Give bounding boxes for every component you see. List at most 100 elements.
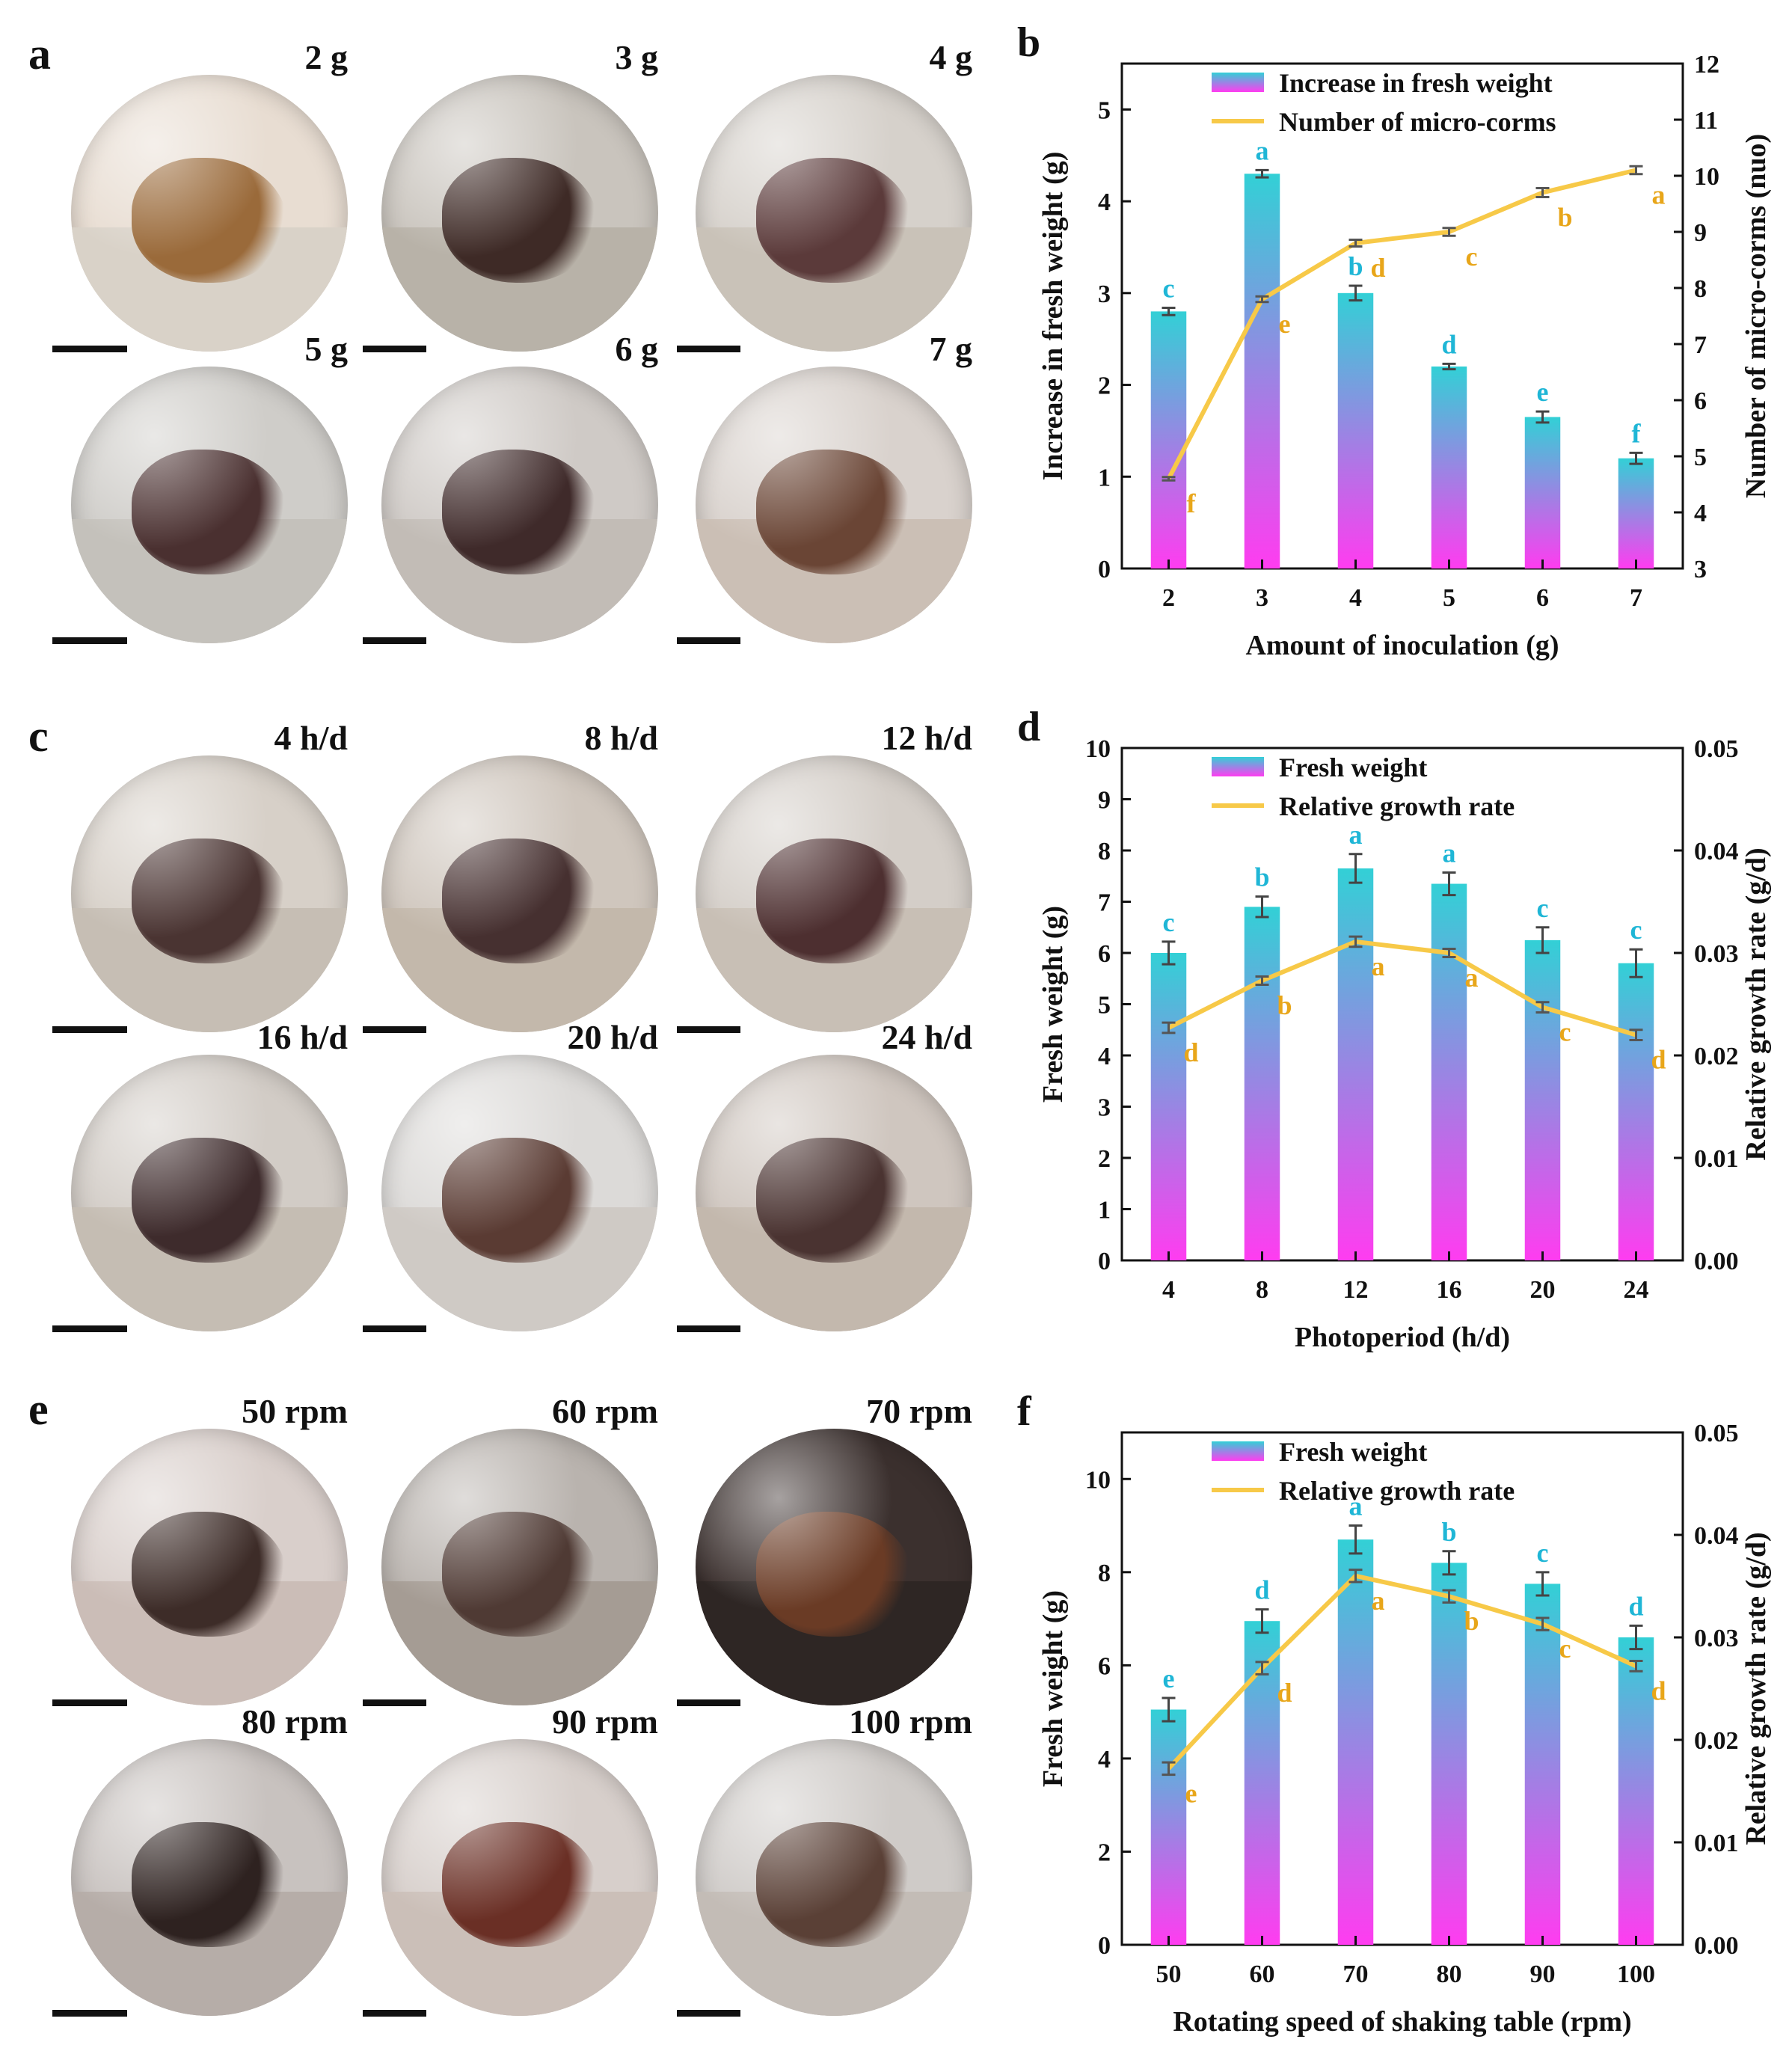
bar-significance-letter: c bbox=[1537, 893, 1549, 923]
scale-bar bbox=[52, 1026, 127, 1033]
photo-label: 3 g bbox=[615, 38, 659, 76]
line-significance-letter: a bbox=[1372, 1586, 1385, 1616]
bar bbox=[1337, 1539, 1374, 1945]
legend-bar-label: Increase in fresh weight bbox=[1279, 68, 1553, 98]
x-tick-label: 24 bbox=[1624, 1276, 1649, 1304]
scale-bar bbox=[363, 1699, 426, 1706]
legend-bar-swatch bbox=[1212, 757, 1264, 776]
bar bbox=[1524, 1584, 1561, 1945]
bar bbox=[1337, 292, 1374, 568]
bar-significance-letter: b bbox=[1254, 862, 1269, 892]
y-right-axis-label: Relative growth rate (g/d) bbox=[1740, 847, 1772, 1160]
y-right-tick-label: 0.02 bbox=[1694, 1043, 1739, 1070]
bar bbox=[1337, 868, 1374, 1260]
series-line bbox=[1167, 939, 1637, 1037]
photo-label: 90 rpm bbox=[552, 1702, 658, 1741]
bar-significance-letter: c bbox=[1163, 273, 1175, 303]
bar bbox=[1431, 883, 1467, 1260]
culture-photo bbox=[71, 755, 348, 1032]
x-axis-label: Rotating speed of shaking table (rpm) bbox=[1173, 2006, 1631, 2038]
x-tick-label: 20 bbox=[1530, 1276, 1556, 1304]
bar-significance-letter: b bbox=[1348, 251, 1363, 281]
bar-significance-letter: a bbox=[1256, 135, 1269, 165]
line-significance-letter: a bbox=[1465, 963, 1479, 993]
scale-bar bbox=[677, 1026, 740, 1033]
x-tick-label: 2 bbox=[1162, 584, 1175, 612]
bar-significance-letter: d bbox=[1441, 329, 1456, 359]
scale-bar bbox=[52, 1699, 127, 1706]
culture-photo bbox=[71, 1429, 348, 1705]
x-tick-label: 100 bbox=[1617, 1961, 1655, 1988]
scale-bar bbox=[677, 1325, 740, 1332]
plot-frame bbox=[1120, 747, 1684, 1262]
panel-letter-c: c bbox=[28, 711, 49, 761]
bar bbox=[1618, 963, 1654, 1260]
culture-photo bbox=[696, 1739, 972, 2016]
panel-letter-f: f bbox=[1017, 1391, 1032, 1435]
series-line bbox=[1167, 1573, 1637, 1771]
photo-label: 60 rpm bbox=[552, 1392, 658, 1430]
line-significance-letter: c bbox=[1559, 1017, 1571, 1047]
line-significance-letter: d bbox=[1277, 1678, 1292, 1708]
legend-bar-label: Fresh weight bbox=[1279, 752, 1427, 782]
x-tick-label: 6 bbox=[1536, 584, 1549, 612]
y-tick-label: 10 bbox=[1085, 735, 1111, 763]
x-axis-label: Amount of inoculation (g) bbox=[1245, 630, 1559, 661]
y-right-tick-label: 7 bbox=[1694, 331, 1707, 359]
photo-label: 100 rpm bbox=[849, 1702, 972, 1741]
bar-significance-letter: f bbox=[1632, 418, 1642, 448]
y-tick-label: 5 bbox=[1098, 96, 1111, 124]
y-right-tick-label: 8 bbox=[1694, 275, 1707, 303]
scale-bar bbox=[52, 637, 127, 644]
y-right-tick-label: 0.00 bbox=[1694, 1932, 1739, 1960]
culture-photo bbox=[71, 367, 348, 643]
legend-line-label: Number of micro-corms bbox=[1279, 107, 1556, 137]
line-significance-letter: a bbox=[1652, 180, 1666, 210]
culture-photo bbox=[696, 1055, 972, 1331]
x-axis-label: Photoperiod (h/d) bbox=[1295, 1322, 1510, 1353]
y-right-tick-label: 10 bbox=[1694, 163, 1719, 191]
scale-bar bbox=[363, 2010, 426, 2017]
line-significance-letter: d bbox=[1183, 1037, 1198, 1067]
scale-bar bbox=[52, 346, 127, 352]
y-tick-label: 2 bbox=[1098, 373, 1111, 400]
line-significance-letter: a bbox=[1372, 951, 1385, 981]
y-right-tick-label: 0.03 bbox=[1694, 1625, 1739, 1652]
bar-significance-letter: c bbox=[1537, 1538, 1549, 1568]
photo-label: 12 h/d bbox=[881, 719, 972, 757]
y-right-tick-label: 0.04 bbox=[1694, 838, 1739, 865]
y-tick-label: 8 bbox=[1098, 1560, 1111, 1587]
line-significance-letter: e bbox=[1185, 1778, 1197, 1808]
y-tick-label: 10 bbox=[1085, 1466, 1111, 1494]
culture-photo bbox=[381, 1055, 658, 1331]
line-significance-letter: c bbox=[1559, 1634, 1571, 1664]
y-right-tick-label: 4 bbox=[1694, 500, 1707, 527]
x-tick-label: 80 bbox=[1437, 1961, 1462, 1988]
y-right-axis-label: Relative growth rate (g/d) bbox=[1740, 1532, 1772, 1845]
culture-photo bbox=[71, 1055, 348, 1331]
bar bbox=[1431, 1563, 1467, 1945]
bar-significance-letter: d bbox=[1628, 1591, 1643, 1621]
y-right-tick-label: 3 bbox=[1694, 556, 1707, 583]
line-significance-letter: d bbox=[1651, 1045, 1666, 1075]
y-right-tick-label: 0.02 bbox=[1694, 1727, 1739, 1755]
y-axis-label: Increase in fresh weight (g) bbox=[1037, 152, 1069, 481]
bar-significance-letter: c bbox=[1163, 907, 1175, 937]
photo-label: 50 rpm bbox=[242, 1392, 348, 1430]
bar bbox=[1150, 311, 1187, 568]
culture-photo bbox=[696, 755, 972, 1032]
bar-significance-letter: d bbox=[1254, 1575, 1269, 1605]
y-right-tick-label: 9 bbox=[1694, 219, 1707, 247]
bar-significance-letter: b bbox=[1441, 1517, 1456, 1547]
culture-photo bbox=[381, 755, 658, 1032]
y-tick-label: 7 bbox=[1098, 889, 1111, 917]
culture-photo bbox=[696, 367, 972, 643]
x-tick-label: 7 bbox=[1630, 584, 1642, 612]
culture-photo bbox=[381, 367, 658, 643]
y-right-tick-label: 11 bbox=[1694, 107, 1718, 135]
y-right-tick-label: 0.01 bbox=[1694, 1830, 1739, 1857]
bar-significance-letter: e bbox=[1163, 1664, 1175, 1693]
chart-rotating-speed: f 0 2 4 6 8 10 0.00 0.01 0.02 0.03 0.04 0.05 e 50 d 60 a 7… bbox=[1017, 1391, 1772, 2038]
y-tick-label: 4 bbox=[1098, 188, 1111, 216]
y-axis-label: Fresh weight (g) bbox=[1037, 906, 1069, 1103]
